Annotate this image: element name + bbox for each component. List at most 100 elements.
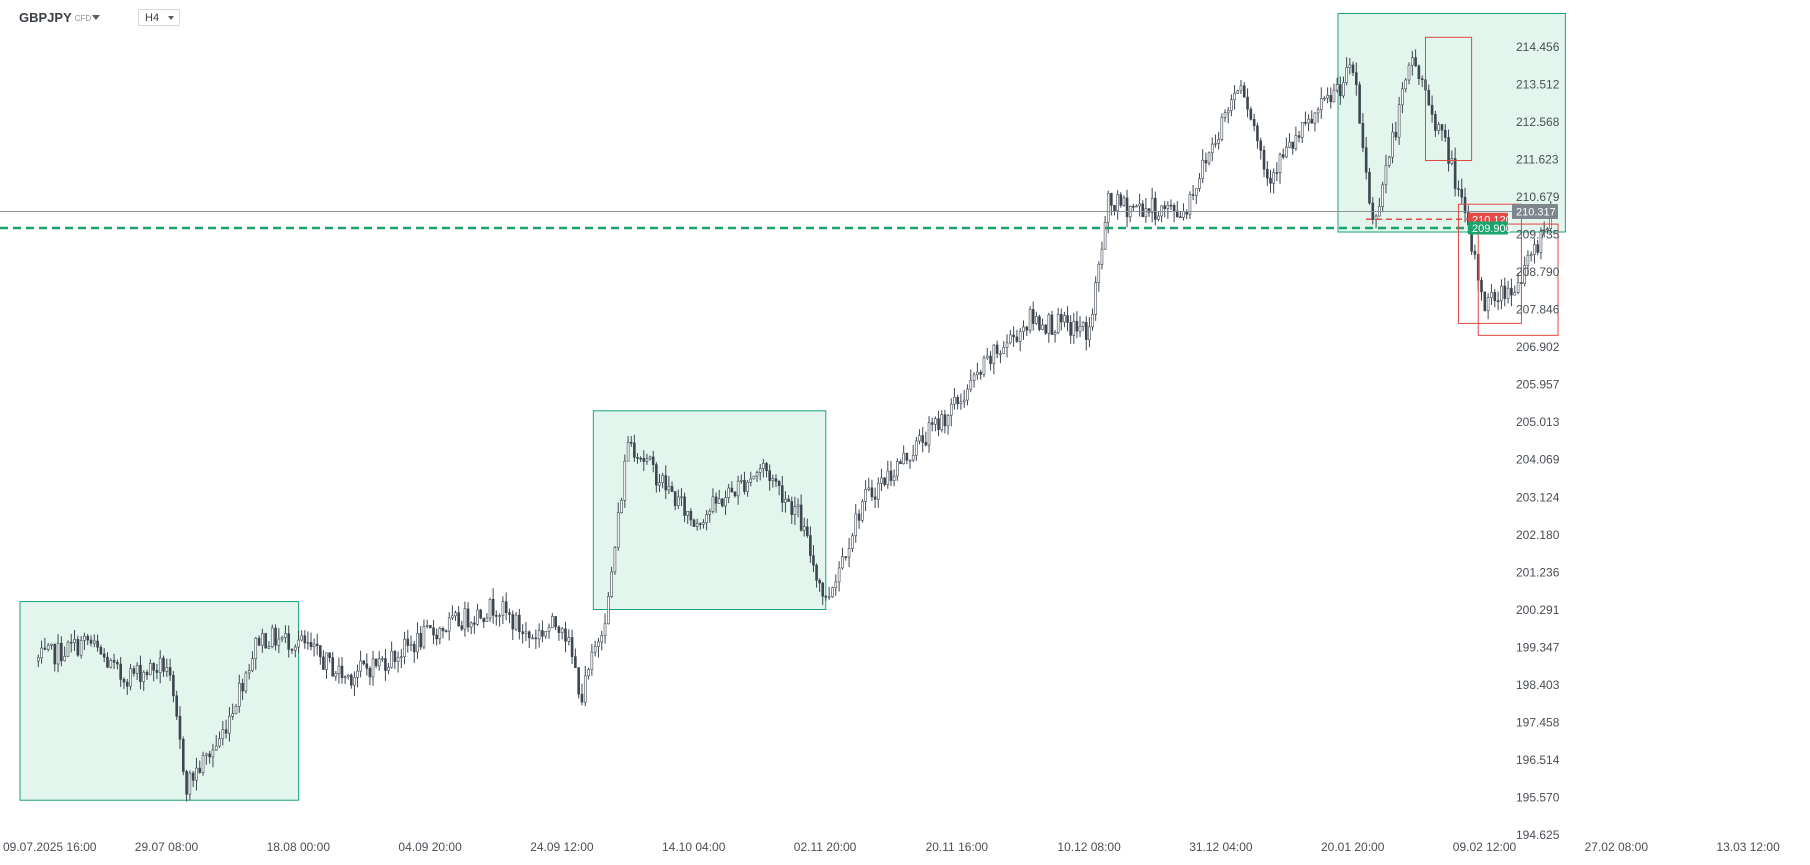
candle-body [531, 637, 534, 640]
candle-body [438, 628, 442, 640]
time-tick-label: 18.08 00:00 [267, 840, 331, 854]
candle-body [1510, 287, 1513, 296]
candle-body [1354, 72, 1358, 85]
candle-body [743, 479, 746, 492]
current-price-badge [1512, 203, 1558, 219]
candle-body [985, 355, 989, 359]
candle-body [518, 614, 521, 633]
candle-body [1300, 122, 1304, 138]
candle-body [1430, 104, 1434, 115]
candle-body [758, 468, 762, 473]
timeframe-select[interactable]: H4 [138, 9, 180, 26]
candle-body [705, 514, 708, 523]
candle-body [122, 679, 126, 683]
candle-body [695, 523, 699, 527]
candle-body [861, 501, 864, 521]
candle-body [1150, 197, 1154, 213]
candle-body [1342, 82, 1345, 97]
candle-body [1138, 203, 1141, 207]
candle-body [165, 667, 169, 672]
price-tick-label: 210.679 [1516, 190, 1560, 204]
candle-body [362, 660, 366, 665]
candle-body [340, 665, 344, 678]
candle-body [294, 646, 297, 651]
candle-body [359, 660, 362, 672]
candle-body [1447, 137, 1450, 164]
candle-body [390, 650, 393, 668]
candle-body [534, 637, 538, 640]
candle-body [680, 496, 683, 499]
candle-body [1483, 291, 1487, 311]
candle-body [56, 642, 60, 665]
candle-body [444, 630, 448, 633]
candle-body [1060, 314, 1063, 323]
candle-body [831, 587, 834, 598]
price-tick-label: 201.236 [1516, 565, 1560, 579]
candle-body [195, 767, 198, 781]
candle-body [597, 641, 600, 647]
candle-body [168, 667, 172, 676]
candle-body [1397, 104, 1401, 138]
candle-body [274, 627, 277, 646]
candle-body [714, 496, 718, 504]
candle-body [211, 749, 215, 758]
candle-body [251, 658, 254, 671]
candle-body [521, 631, 524, 634]
candle-body [1204, 159, 1208, 164]
candle-body [109, 660, 113, 668]
candle-body [1304, 122, 1307, 124]
candle-body [1368, 171, 1371, 204]
symbol-selector[interactable]: GBPJPY CFD [19, 10, 91, 25]
price-tick-label: 206.902 [1516, 340, 1560, 354]
candle-body [356, 670, 359, 678]
candle-body [1072, 321, 1076, 336]
candle-body [1339, 84, 1342, 97]
candle-body [1022, 326, 1025, 332]
candle-body [1437, 124, 1440, 131]
candle-body [749, 478, 753, 483]
candle-body [648, 456, 652, 460]
candle-body [1526, 254, 1530, 266]
candle-body [1041, 324, 1044, 330]
candle-body [577, 667, 580, 695]
candle-body [400, 656, 403, 659]
candle-body [287, 633, 291, 650]
symbol-dropdown-icon[interactable] [92, 15, 100, 20]
candle-body [1182, 211, 1185, 218]
candle-body [185, 771, 188, 795]
candle-body [724, 497, 727, 507]
candle-body [959, 401, 963, 405]
candle-body [1063, 315, 1066, 323]
candle-body [815, 564, 818, 581]
candle-body [96, 640, 99, 648]
candle-body [727, 487, 730, 498]
candle-body [435, 634, 438, 640]
candle-body [661, 475, 664, 483]
candle-body [824, 595, 828, 598]
candle-body [43, 647, 47, 650]
candle-body [132, 668, 136, 674]
candle-body [1348, 64, 1352, 68]
candle-body [708, 511, 712, 515]
candle-body [857, 513, 861, 521]
candle-body [633, 442, 636, 458]
candle-body [409, 643, 413, 646]
candle-body [953, 396, 956, 405]
candle-body [949, 403, 953, 416]
candle-body [1038, 316, 1041, 330]
candle-body [736, 480, 740, 497]
candle-body [600, 635, 604, 643]
candle-body [1053, 332, 1057, 335]
candle-body [1210, 143, 1214, 154]
candle-body [976, 371, 979, 376]
price-tick-label: 204.069 [1516, 453, 1560, 467]
candle-body [365, 663, 369, 669]
candle-body [784, 498, 787, 503]
candle-body [774, 478, 778, 482]
candle-body [218, 738, 221, 747]
candle-body [396, 656, 400, 662]
candle-body [162, 657, 165, 672]
candle-body [1160, 205, 1163, 217]
price-tick-label: 208.790 [1516, 265, 1560, 279]
